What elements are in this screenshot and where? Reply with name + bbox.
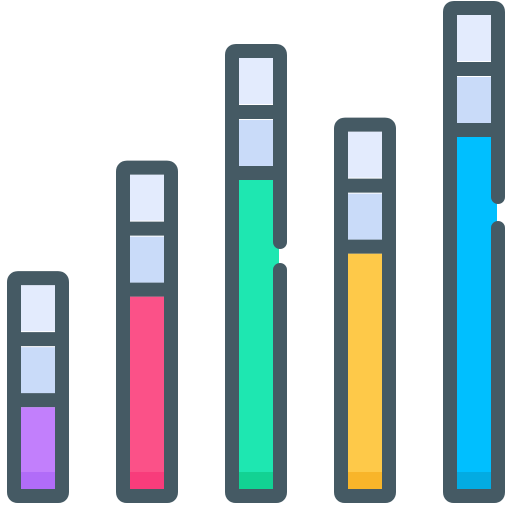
bar-1-block-mid: [16, 347, 60, 394]
bar-4-block-top: [343, 131, 387, 178]
bar-2-outline: [116, 160, 178, 503]
bar-5-block-top: [452, 15, 496, 61]
bar-5-outline: [443, 1, 505, 503]
bar-3-fill: [233, 179, 279, 497]
bar-3-block-mid: [234, 119, 278, 166]
bar-5-fill: [451, 137, 497, 496]
bar-2-block-mid: [125, 236, 169, 283]
bar-4-outline: [334, 117, 396, 503]
bar-4-fill: [342, 253, 388, 496]
bar-1-outline: [7, 271, 69, 503]
bar-2-block-top: [125, 174, 169, 221]
bar-1-block-top: [16, 285, 60, 332]
bar-5-block-mid: [452, 77, 496, 123]
bar-3-outline: [225, 43, 287, 503]
bar-4-block-mid: [343, 193, 387, 240]
bar-2-fill: [124, 296, 170, 496]
bar-3-block-top: [234, 57, 278, 104]
